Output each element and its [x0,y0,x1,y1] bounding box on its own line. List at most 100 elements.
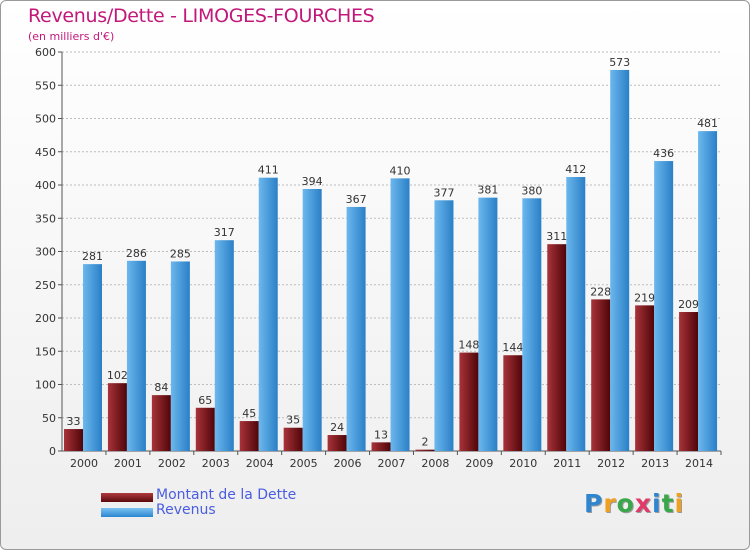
legend-label-dette: Montant de la Dette [156,487,297,503]
data-label-dette: 2 [421,436,428,449]
bar-dette [591,299,611,451]
logo-letter: o [616,489,635,518]
bar-dette [239,421,259,451]
legend-label-revenus: Revenus [156,502,216,518]
bar-revenus [258,177,278,451]
logo-letter: P [584,489,604,518]
x-tick-label: 2012 [597,457,625,470]
y-tick-label: 100 [35,379,56,392]
data-label-dette: 33 [67,415,81,428]
x-tick-label: 2008 [421,457,449,470]
x-tick-label: 2006 [334,457,362,470]
data-label-revenus: 285 [170,247,191,260]
bar-dette [459,352,479,451]
x-tick-label: 2014 [685,457,713,470]
data-label-dette: 311 [546,230,567,243]
x-tick-label: 2013 [641,457,669,470]
data-label-revenus: 573 [609,56,630,69]
bar-dette [371,442,391,451]
bar-revenus [698,131,718,451]
bar-revenus [214,240,234,451]
x-tick-label: 2010 [509,457,537,470]
bar-revenus [522,198,542,451]
bar-dette [679,312,699,451]
data-label-dette: 209 [678,298,699,311]
data-label-revenus: 394 [302,175,323,188]
legend-swatch-dette [101,493,153,502]
data-label-dette: 228 [590,285,611,298]
logo-letter: t [661,489,675,518]
y-tick-label: 550 [35,79,56,92]
data-label-revenus: 377 [433,186,454,199]
y-tick-label: 350 [35,212,56,225]
logo-letter: r [603,489,617,518]
data-label-revenus: 381 [477,184,498,197]
data-label-revenus: 380 [521,184,542,197]
data-label-revenus: 367 [346,193,367,206]
chart-subtitle: (en milliers d'€) [28,30,115,43]
bar-revenus [170,261,190,451]
bar-revenus [654,161,674,451]
x-tick-label: 2003 [202,457,230,470]
bar-revenus [346,206,366,451]
data-label-dette: 13 [374,428,388,441]
bar-revenus [83,264,102,451]
y-tick-label: 500 [35,113,56,126]
data-label-revenus: 411 [258,164,279,177]
data-label-dette: 35 [286,414,300,427]
data-label-revenus: 410 [390,164,411,177]
bar-dette [283,427,303,451]
y-tick-label: 200 [35,312,56,325]
y-tick-label: 600 [35,46,56,59]
bar-revenus [302,188,322,452]
proxiti-logo: Proxiti [584,489,684,518]
x-tick-label: 2002 [158,457,186,470]
data-label-dette: 144 [502,341,523,354]
bar-revenus [434,200,454,451]
data-label-dette: 219 [634,291,655,304]
bar-dette [195,407,215,451]
bar-dette [547,244,567,451]
bar-revenus [478,197,498,451]
x-tick-label: 2009 [465,457,493,470]
bar-revenus [610,69,630,451]
x-tick-label: 2007 [378,457,406,470]
legend-swatch-revenus [101,508,153,517]
bar-dette [635,305,655,451]
y-tick-label: 50 [42,412,56,425]
x-tick-label: 2011 [553,457,581,470]
y-tick-label: 0 [49,445,56,458]
data-label-revenus: 286 [126,247,147,260]
logo-letter: i [652,489,662,518]
data-label-dette: 65 [198,394,212,407]
x-tick-label: 2005 [290,457,318,470]
data-label-dette: 102 [107,369,128,382]
bar-revenus [390,178,410,451]
bar-revenus [566,177,586,451]
data-label-revenus: 436 [653,147,674,160]
data-label-revenus: 281 [82,250,103,263]
y-tick-label: 150 [35,345,56,358]
data-label-dette: 84 [154,381,168,394]
y-tick-label: 250 [35,279,56,292]
y-tick-label: 450 [35,146,56,159]
x-tick-label: 2000 [70,457,98,470]
bar-dette [503,355,523,451]
data-label-dette: 148 [458,339,479,352]
bar-dette [327,435,347,451]
data-label-revenus: 481 [697,117,718,130]
data-label-dette: 45 [242,407,256,420]
data-label-dette: 24 [330,421,344,434]
bar-dette [415,449,435,451]
bar-revenus [126,260,146,451]
chart-title: Revenus/Dette - LIMOGES-FOURCHES [28,5,375,27]
bar-dette [64,429,83,451]
logo-letter: x [634,489,652,518]
x-tick-label: 2004 [246,457,274,470]
y-tick-label: 400 [35,179,56,192]
x-tick-label: 2001 [114,457,142,470]
logo-letter: i [674,489,685,518]
data-label-revenus: 317 [214,226,235,239]
